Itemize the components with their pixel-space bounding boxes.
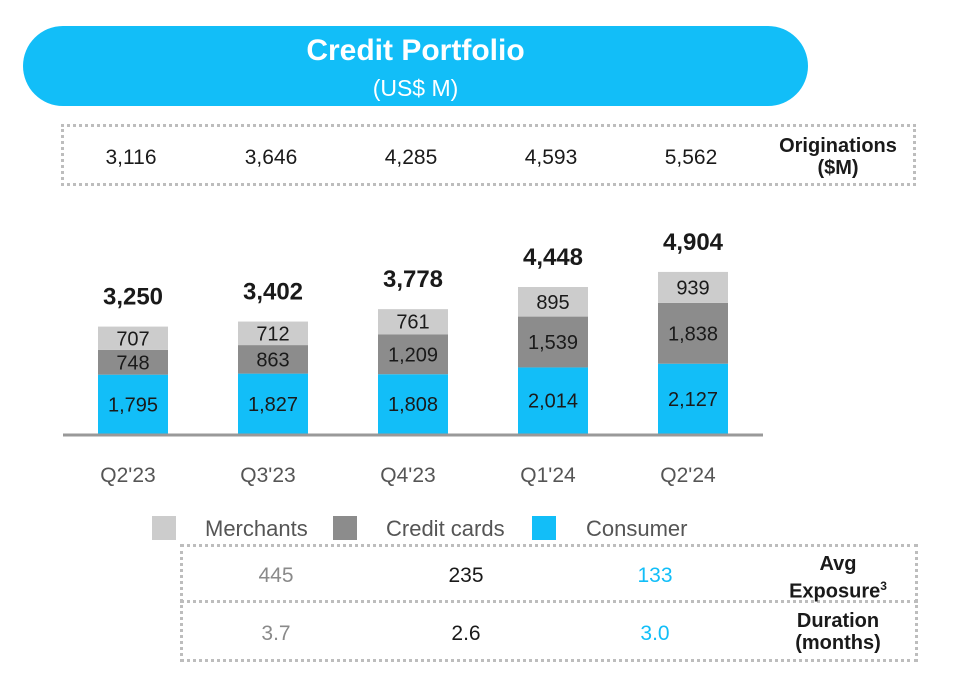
bar-segment-merchants <box>518 286 588 317</box>
originations-label: Originations ($M) <box>779 135 897 179</box>
bar-segment-credit-cards <box>518 316 588 368</box>
data-label-merchants: 761 <box>396 312 429 334</box>
avg-exposure-label: Avg Exposure3 <box>789 553 887 603</box>
footnote-marker: 3 <box>880 579 887 593</box>
bar-segment-merchants <box>98 326 168 350</box>
total-label: 4,904 <box>663 229 724 256</box>
legend-swatch-credit-cards <box>333 516 357 540</box>
data-label-credit-cards: 1,838 <box>668 323 718 345</box>
data-label-merchants: 707 <box>116 328 149 350</box>
origination-value: 4,593 <box>524 146 578 169</box>
bar-segment-consumer <box>378 374 448 434</box>
data-label-merchants: 895 <box>536 292 569 314</box>
data-label-consumer: 1,795 <box>108 394 158 416</box>
data-label-credit-cards: 748 <box>116 352 149 374</box>
originations-row <box>61 124 916 186</box>
page-title: Credit Portfolio <box>306 34 525 67</box>
total-label: 3,250 <box>103 284 163 311</box>
total-label: 3,778 <box>383 266 443 293</box>
origination-value: 4,285 <box>384 146 438 169</box>
category-label: Q2'24 <box>660 464 716 487</box>
bar-segment-merchants <box>378 309 448 335</box>
bar-segment-credit-cards <box>378 334 448 375</box>
bar-segment-consumer <box>658 363 728 434</box>
data-label-consumer: 1,808 <box>388 394 438 416</box>
metrics-table-divider <box>180 600 918 603</box>
legend-swatch-consumer <box>532 516 556 540</box>
total-label: 3,402 <box>243 279 303 306</box>
bar-segment-credit-cards <box>658 302 728 364</box>
origination-value: 5,562 <box>664 146 718 169</box>
page-subtitle: (US$ M) <box>372 75 459 101</box>
category-label: Q4'23 <box>380 464 435 487</box>
exposure-merchants-value: 445 <box>258 564 294 587</box>
duration-merchants-value: 3.7 <box>261 622 291 645</box>
exposure-credit-cards-value: 235 <box>448 564 484 587</box>
data-label-merchants: 939 <box>676 277 709 299</box>
duration-label: Duration (months) <box>795 610 881 654</box>
data-label-credit-cards: 863 <box>256 349 289 371</box>
bar-segment-consumer <box>238 373 308 434</box>
data-label-credit-cards: 1,209 <box>388 344 438 366</box>
bar-segment-consumer <box>518 367 588 434</box>
legend-label-merchants: Merchants <box>205 516 308 541</box>
bar-segment-credit-cards <box>98 349 168 375</box>
legend-swatch-merchants <box>152 516 176 540</box>
total-label: 4,448 <box>523 244 583 271</box>
category-label: Q2'23 <box>100 464 155 487</box>
data-label-consumer: 2,014 <box>528 391 578 413</box>
data-label-consumer: 2,127 <box>668 389 718 411</box>
category-label: Q3'23 <box>240 464 295 487</box>
duration-consumer-value: 3.0 <box>640 622 670 645</box>
metrics-table <box>180 544 918 662</box>
bar-segment-consumer <box>98 374 168 434</box>
legend-label-credit-cards: Credit cards <box>386 516 505 541</box>
bar-segment-merchants <box>238 321 308 346</box>
category-label: Q1'24 <box>520 464 576 487</box>
data-label-consumer: 1,827 <box>248 394 298 416</box>
bar-segment-credit-cards <box>238 345 308 374</box>
origination-value: 3,646 <box>244 146 298 169</box>
data-label-credit-cards: 1,539 <box>528 332 578 354</box>
legend-label-consumer: Consumer <box>586 516 688 541</box>
duration-credit-cards-value: 2.6 <box>451 622 481 645</box>
data-label-merchants: 712 <box>256 323 289 345</box>
exposure-consumer-value: 133 <box>637 564 673 587</box>
origination-value: 3,116 <box>105 146 157 169</box>
header-banner: Credit Portfolio (US$ M) <box>23 26 808 106</box>
bar-segment-merchants <box>658 271 728 303</box>
